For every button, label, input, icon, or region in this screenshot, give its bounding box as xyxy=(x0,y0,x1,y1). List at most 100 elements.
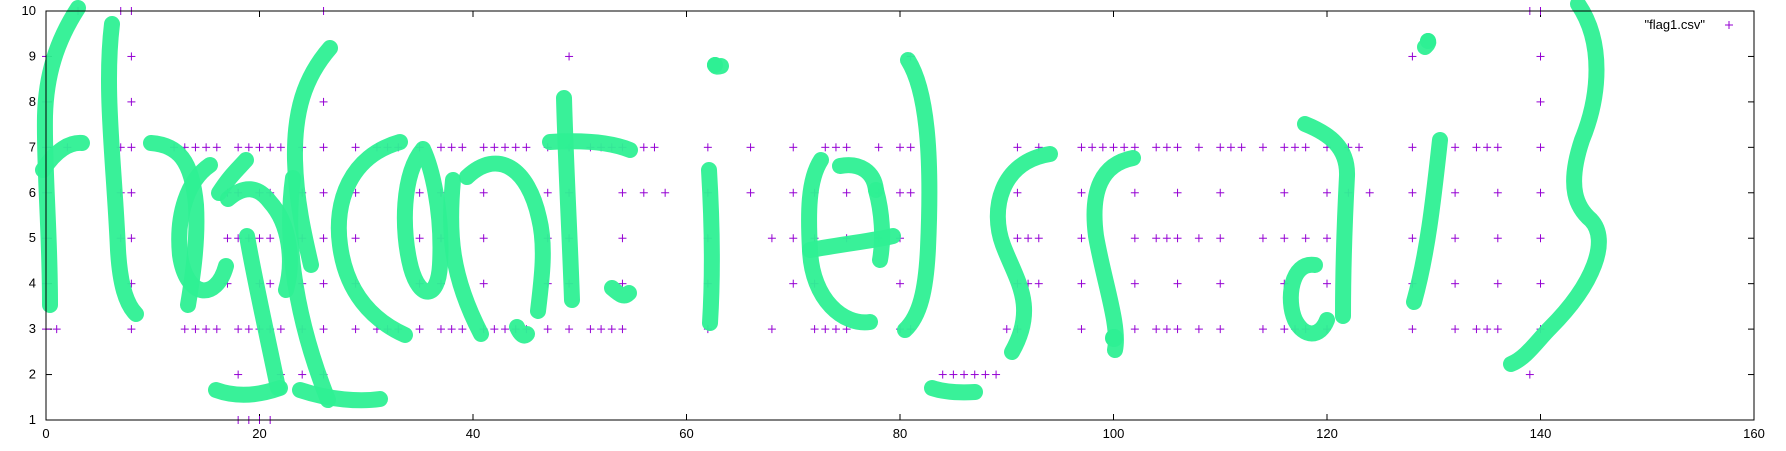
data-point xyxy=(1130,188,1139,197)
data-point xyxy=(618,234,627,243)
data-point xyxy=(1483,325,1492,334)
data-point xyxy=(842,143,851,152)
data-point xyxy=(906,188,915,197)
data-point xyxy=(244,325,253,334)
data-point xyxy=(789,143,798,152)
data-point xyxy=(1493,279,1502,288)
handwriting-stroke-14 xyxy=(443,172,489,342)
data-point xyxy=(1280,325,1289,334)
x-tick-label-0: 0 xyxy=(42,426,49,441)
data-point xyxy=(234,325,243,334)
data-point xyxy=(639,143,648,152)
data-point xyxy=(1536,97,1545,106)
data-point xyxy=(1162,325,1171,334)
x-tick-label-1: 20 xyxy=(252,426,266,441)
data-point xyxy=(234,370,243,379)
x-tick-label-2: 40 xyxy=(466,426,480,441)
data-point xyxy=(255,234,264,243)
data-point xyxy=(1077,188,1086,197)
data-point xyxy=(458,143,467,152)
data-point xyxy=(501,325,510,334)
y-tick-label-8: 9 xyxy=(29,48,36,63)
data-point xyxy=(319,143,328,152)
data-point xyxy=(1536,52,1545,61)
data-point xyxy=(1323,234,1331,243)
x-tick-label-4: 80 xyxy=(893,426,907,441)
handwriting-stroke-4 xyxy=(171,157,234,299)
data-point xyxy=(831,143,840,152)
handwriting-stroke-19 xyxy=(604,280,637,304)
data-point xyxy=(1408,52,1417,61)
data-point xyxy=(511,143,520,152)
data-point xyxy=(1216,188,1225,197)
data-point xyxy=(1472,143,1481,152)
data-point xyxy=(821,325,830,334)
data-point xyxy=(1130,143,1139,152)
data-point xyxy=(1536,143,1545,152)
data-point xyxy=(1355,143,1364,152)
data-point xyxy=(1408,234,1417,243)
handwriting-overlay xyxy=(35,0,1607,409)
data-point xyxy=(639,188,648,197)
data-point xyxy=(1013,188,1022,197)
data-point xyxy=(1451,279,1460,288)
data-point xyxy=(1162,143,1171,152)
data-point xyxy=(298,370,307,379)
data-point xyxy=(458,325,467,334)
handwriting-stroke-7 xyxy=(239,228,286,396)
handwriting-stroke-10 xyxy=(282,170,336,408)
data-point xyxy=(1130,325,1139,334)
data-point xyxy=(351,325,360,334)
data-point xyxy=(906,143,915,152)
data-point xyxy=(597,325,606,334)
data-point xyxy=(1290,143,1299,152)
data-point xyxy=(415,188,424,197)
x-tick-label-3: 60 xyxy=(679,426,693,441)
data-point xyxy=(661,188,670,197)
data-point xyxy=(1002,325,1011,334)
data-point xyxy=(1077,325,1086,334)
data-point xyxy=(981,370,990,379)
data-point xyxy=(191,325,200,334)
data-point xyxy=(127,143,136,152)
data-point xyxy=(586,325,595,334)
data-point xyxy=(703,143,712,152)
data-point xyxy=(1493,325,1502,334)
data-point xyxy=(522,143,531,152)
data-point xyxy=(821,143,830,152)
data-point xyxy=(479,143,488,152)
x-tick-label-8: 160 xyxy=(1743,426,1765,441)
data-point xyxy=(1258,325,1267,334)
data-point xyxy=(1034,279,1043,288)
y-tick-label-9: 10 xyxy=(22,3,36,18)
data-point xyxy=(1216,143,1225,152)
data-point xyxy=(1258,234,1267,243)
data-point xyxy=(479,279,488,288)
data-point xyxy=(1493,234,1502,243)
handwriting-stroke-17 xyxy=(556,90,580,308)
handwriting-stroke-12 xyxy=(330,134,413,343)
data-point xyxy=(1077,279,1086,288)
data-point xyxy=(479,188,488,197)
handwriting-stroke-31 xyxy=(1282,256,1335,342)
handwriting-stroke-15 xyxy=(459,155,551,319)
legend-marker xyxy=(1725,21,1733,29)
data-point xyxy=(255,143,264,152)
data-point xyxy=(1194,143,1203,152)
handwriting-stroke-25 xyxy=(868,182,891,268)
data-point xyxy=(234,143,243,152)
handwriting-dot-0 xyxy=(707,57,723,73)
data-point xyxy=(1365,188,1374,197)
data-point xyxy=(447,143,456,152)
handwriting-stroke-5 xyxy=(211,152,254,201)
y-tick-label-7: 8 xyxy=(29,94,36,109)
legend: "flag1.csv" xyxy=(1644,17,1733,32)
data-point xyxy=(319,279,328,288)
data-point xyxy=(831,325,840,334)
data-point xyxy=(1152,234,1161,243)
data-point xyxy=(1280,143,1289,152)
data-point xyxy=(1088,143,1097,152)
